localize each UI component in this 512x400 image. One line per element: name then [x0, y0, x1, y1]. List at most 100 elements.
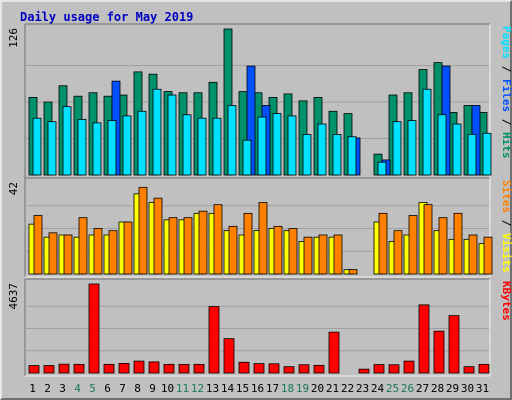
bar-kbytes-day-17: [268, 363, 280, 374]
x-tick-label: 31: [476, 382, 489, 395]
chart-title: Daily usage for May 2019: [20, 10, 194, 24]
bar-pages-day-19: [302, 134, 312, 176]
bar-kbytes-day-16: [253, 363, 265, 374]
x-tick-label: 29: [446, 382, 459, 395]
bar-sites-day-12: [198, 210, 208, 275]
bar-sites-day-2: [48, 232, 58, 275]
bar-kbytes-day-11: [178, 363, 190, 374]
bar-pages-day-15: [242, 139, 252, 176]
x-tick-label: 9: [149, 382, 156, 395]
bar-pages-day-3: [62, 106, 72, 176]
bar-kbytes-day-19: [298, 364, 310, 374]
x-tick-label: 27: [416, 382, 429, 395]
x-tick-label: 12: [191, 382, 204, 395]
bar-sites-day-19: [303, 236, 313, 275]
bar-kbytes-day-20: [313, 364, 325, 374]
x-tick-label: 8: [134, 382, 141, 395]
bar-pages-day-9: [152, 88, 162, 176]
bar-pages-day-10: [167, 94, 177, 176]
bar-pages-day-6: [107, 120, 117, 176]
x-tick-label: 20: [311, 382, 324, 395]
bar-sites-day-17: [273, 225, 283, 275]
bar-sites-day-31: [483, 236, 493, 275]
bar-sites-day-24: [378, 212, 388, 275]
bar-kbytes-day-3: [58, 363, 70, 374]
bar-pages-day-30: [467, 134, 477, 176]
x-tick-label: 7: [119, 382, 126, 395]
x-tick-label: 22: [341, 382, 354, 395]
bar-sites-day-6: [108, 230, 118, 275]
x-tick-label: 18: [281, 382, 294, 395]
bar-pages-day-21: [332, 134, 342, 176]
bar-sites-day-27: [423, 204, 433, 275]
bar-kbytes-day-31: [478, 363, 490, 374]
x-tick-label: 23: [356, 382, 369, 395]
bar-pages-day-29: [452, 123, 462, 176]
x-tick-label: 2: [44, 382, 51, 395]
bar-kbytes-day-29: [448, 315, 460, 374]
bar-kbytes-day-10: [163, 363, 175, 374]
bar-pages-day-24: [377, 161, 387, 176]
x-tick-label: 15: [236, 382, 249, 395]
x-tick-label: 17: [266, 382, 279, 395]
y-max-label-pages-files-hits: 126: [7, 28, 20, 48]
bar-pages-day-27: [422, 88, 432, 176]
bar-kbytes-day-25: [388, 364, 400, 374]
bar-kbytes-day-9: [148, 361, 160, 374]
bar-kbytes-day-24: [373, 364, 385, 374]
bar-sites-day-15: [243, 212, 253, 275]
x-tick-label: 6: [104, 382, 111, 395]
x-tick-label: 26: [401, 382, 414, 395]
bar-kbytes-day-4: [73, 363, 85, 374]
bar-sites-day-13: [213, 204, 223, 275]
bar-kbytes-day-5: [88, 283, 100, 374]
bar-sites-day-20: [318, 234, 328, 275]
bar-kbytes-day-27: [418, 304, 430, 374]
legend-sites-visits: Sites / Visits: [500, 180, 512, 273]
x-tick-label: 13: [206, 382, 219, 395]
bar-pages-day-7: [122, 115, 132, 176]
x-tick-label: 21: [326, 382, 339, 395]
bar-sites-day-14: [228, 225, 238, 275]
legend-pages-files-hits: Pages / Files / Hits: [500, 26, 512, 159]
x-tick-label: 3: [59, 382, 66, 395]
bar-sites-day-30: [468, 234, 478, 275]
bar-sites-day-8: [138, 186, 148, 275]
bar-pages-day-5: [92, 122, 102, 176]
bar-pages-day-2: [47, 121, 57, 176]
bar-pages-day-31: [482, 132, 492, 176]
x-tick-label: 28: [431, 382, 444, 395]
bar-pages-day-4: [77, 118, 87, 176]
bar-sites-day-7: [123, 221, 133, 275]
plot-area-kbytes: [25, 279, 490, 376]
x-tick-label: 5: [89, 382, 96, 395]
x-tick-label: 14: [221, 382, 235, 395]
bar-kbytes-day-6: [103, 363, 115, 374]
bar-sites-day-26: [408, 215, 418, 275]
x-tick-label: 30: [461, 382, 474, 395]
bar-kbytes-day-13: [208, 306, 220, 374]
bar-sites-day-16: [258, 202, 268, 275]
bar-sites-day-25: [393, 230, 403, 275]
bar-pages-day-17: [272, 113, 282, 176]
bar-pages-day-8: [137, 110, 147, 176]
bar-sites-day-21: [333, 234, 343, 275]
bar-sites-day-9: [153, 197, 163, 275]
bar-sites-day-11: [183, 217, 193, 275]
bar-pages-day-14: [227, 105, 237, 176]
bar-sites-day-28: [438, 217, 448, 275]
x-tick-label: 4: [74, 382, 81, 395]
bar-kbytes-day-28: [433, 330, 445, 374]
x-tick-label: 25: [386, 382, 399, 395]
bar-sites-day-22: [348, 269, 358, 275]
bar-kbytes-day-2: [43, 365, 55, 374]
bar-pages-day-11: [182, 114, 192, 176]
bar-pages-day-28: [437, 114, 447, 176]
x-tick-label: 24: [371, 382, 385, 395]
bar-sites-day-10: [168, 217, 178, 275]
bar-sites-day-18: [288, 228, 298, 275]
bar-pages-day-22: [347, 136, 357, 176]
bar-sites-day-29: [453, 212, 463, 275]
bar-kbytes-day-18: [283, 366, 295, 374]
